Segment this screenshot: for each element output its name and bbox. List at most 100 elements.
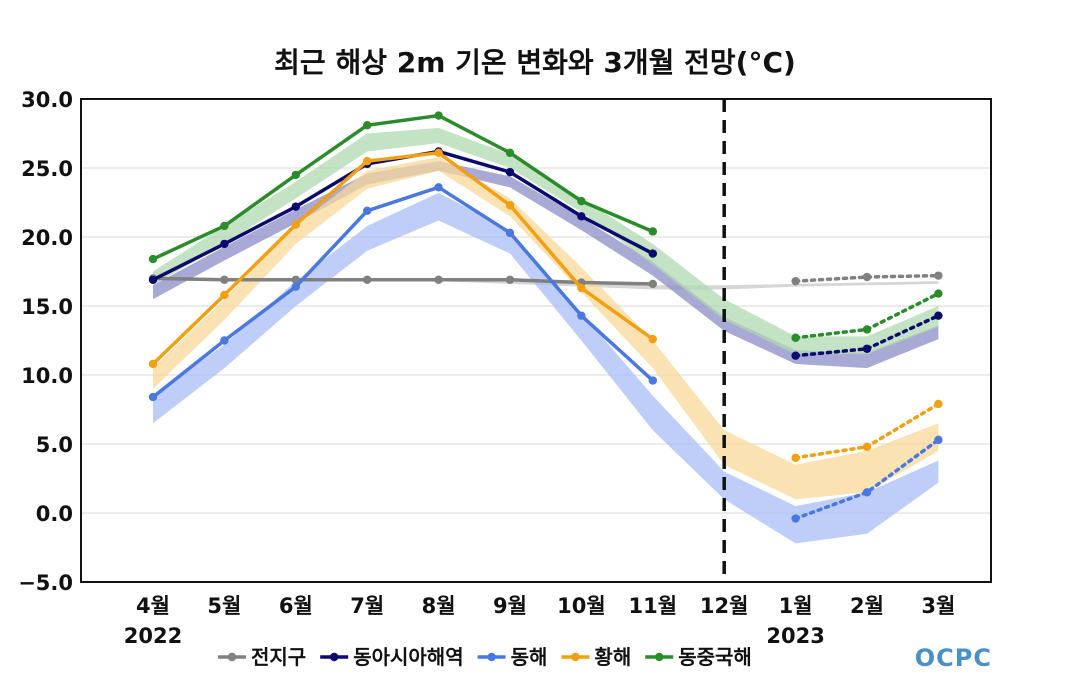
year-label: 2023 [766,624,824,648]
forecast-point [862,325,872,334]
data-point [220,290,229,300]
forecast-point [862,442,872,451]
data-point [505,167,515,177]
x-tick-label: 10월 [557,594,606,618]
forecast-point [934,289,943,298]
data-point [505,228,515,238]
year-label: 2022 [124,624,182,648]
data-point [577,283,586,293]
forecast-point [791,276,800,286]
forecast-point [934,271,943,280]
series-line [151,185,654,399]
series-line [152,276,653,286]
forecast-point [934,435,943,445]
data-point [648,334,657,344]
y-tick-label: 0.0 [36,502,73,526]
x-tick-label: 9월 [493,594,527,618]
x-tick-label: 6월 [279,594,313,618]
data-point [220,275,229,284]
x-tick-label: 7월 [350,594,384,618]
forecast-point [934,399,943,409]
series-line [151,151,654,366]
x-tick-label: 5월 [207,594,241,618]
legend-label: 동아시아해역 [353,645,463,669]
series [148,183,943,523]
y-tick-label: 5.0 [36,433,73,457]
legend-item: 동해 [477,645,548,669]
x-tick-label: 12월 [700,594,749,618]
data-point [434,111,443,120]
legend-marker [571,652,580,662]
band [153,192,939,544]
data-point [505,275,515,284]
legend-marker [655,652,664,662]
data-point [434,183,443,192]
legend-marker [227,652,237,662]
series-line [152,113,654,261]
legend-item: 전지구 [218,645,306,669]
series [148,271,943,289]
legend-label: 황해 [594,645,631,669]
data-point [648,376,657,385]
band [153,156,939,500]
data-point [648,227,657,236]
data-point [148,275,158,284]
data-point [363,206,372,215]
data-point [291,275,300,284]
data-point [648,249,657,258]
data-point [363,121,372,130]
data-point [291,282,300,291]
chart-title: 최근 해상 2m 기온 변화와 3개월 전망(°C) [274,46,796,79]
data-point [220,239,229,249]
data-point [505,201,515,210]
data-point [363,275,372,284]
x-tick-label: 4월 [136,594,170,618]
forecast-point [862,488,872,497]
data-point [577,196,586,206]
legend: 전지구 동아시아해역 동해 황해 동중국해 [218,645,752,669]
forecast-point [791,351,800,360]
band [153,161,939,369]
data-point [505,148,515,158]
data-point [291,220,300,229]
y-tick-label: 15.0 [21,295,73,319]
y-tick-label: 20.0 [21,226,73,250]
data-point [434,148,443,158]
forecast-point [791,333,800,342]
data-point [291,170,300,180]
plot-frame [80,98,992,583]
x-tick-label: 1월 [779,594,813,618]
legend-marker [487,652,496,662]
data-point [434,275,443,284]
x-axis-ticks: 4월 5월 6월 7월 8월 9월 10월 11월 12월 1월 2월 3월 2022 2023 [124,594,956,648]
forecast-point [791,514,800,523]
uncertainty-bands [153,127,939,544]
legend-label: 전지구 [251,645,306,669]
y-tick-label: 25.0 [21,157,73,181]
legend-label: 동해 [511,645,548,669]
data-point [148,359,158,369]
data-point [577,212,586,221]
legend-item: 황해 [561,645,631,669]
y-tick-label: −5.0 [18,571,73,595]
data-point [291,202,300,211]
y-tick-label: 30.0 [21,88,73,112]
data-point [148,254,158,264]
forecast-point [862,344,872,353]
data-point [220,336,229,345]
forecast-point [862,272,872,282]
legend-label: 동중국해 [678,645,752,669]
data-point [220,221,229,231]
series [148,111,943,342]
x-tick-label: 2월 [850,594,884,618]
series [148,148,943,462]
data-point [363,156,372,166]
ocpc-logo: OCPC [915,644,992,672]
legend-item: 동아시아해역 [320,645,464,669]
data-point [577,311,586,320]
legend-item: 동중국해 [645,645,752,669]
data-point [148,392,158,402]
x-tick-label: 8월 [422,594,456,618]
x-tick-label: 3월 [921,594,955,618]
